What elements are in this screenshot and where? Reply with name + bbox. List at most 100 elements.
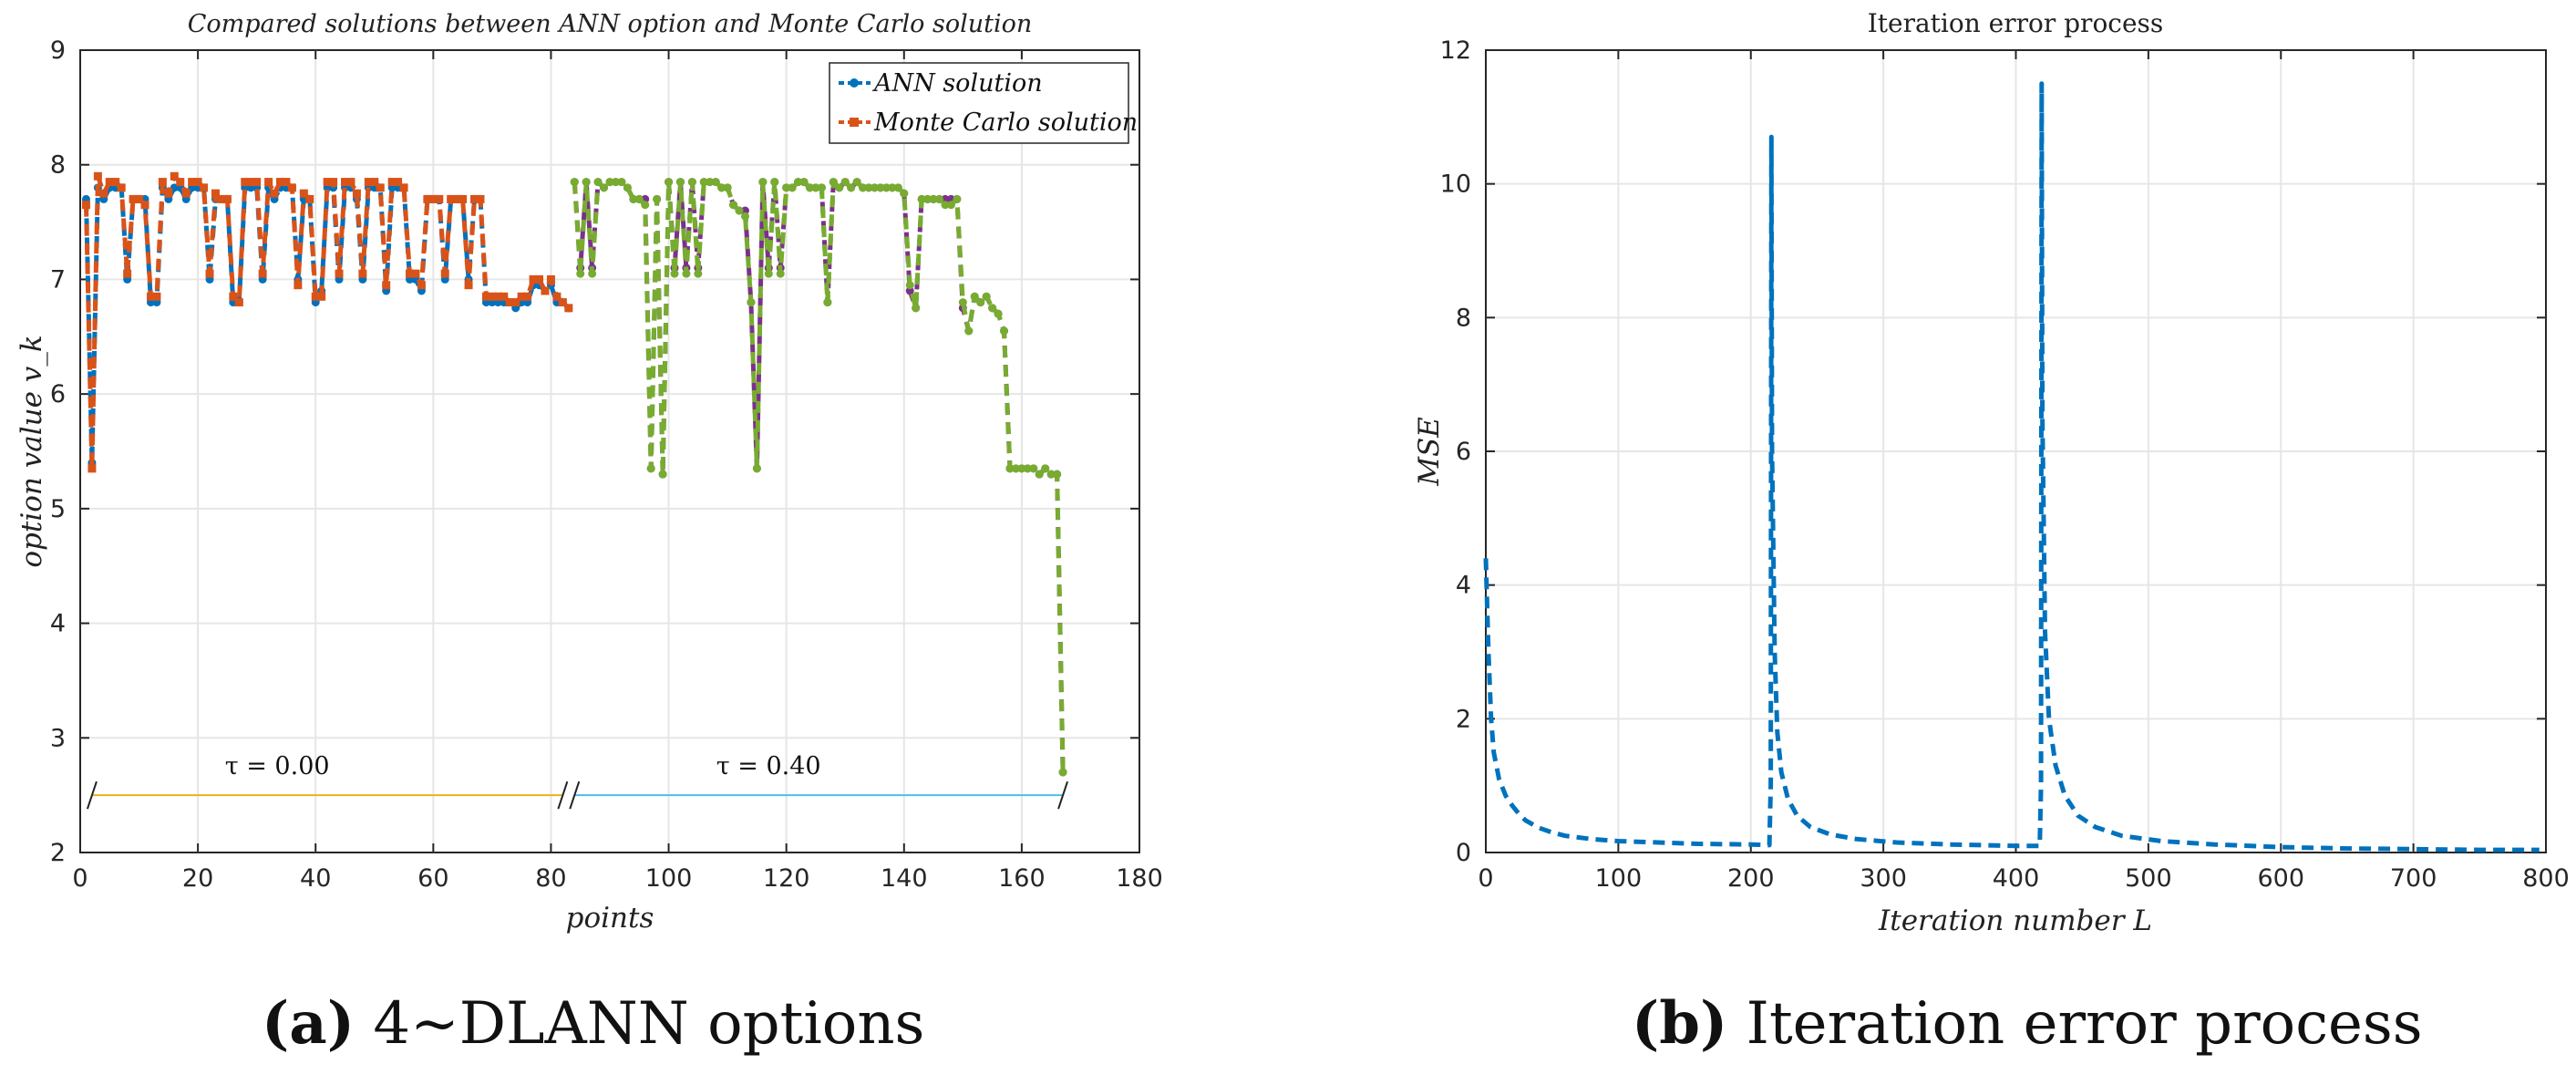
montecarlo-series-point — [376, 183, 385, 192]
montecarlo-series-tau040-point — [805, 183, 814, 192]
montecarlo-series-tau040-point — [1046, 470, 1056, 479]
montecarlo-series-point — [117, 183, 126, 192]
montecarlo-series-point — [500, 292, 509, 301]
tau-range-tick-right-1 — [1057, 780, 1069, 810]
montecarlo-series-point — [200, 183, 209, 192]
chart-b-ytick-label: 0 — [1456, 839, 1471, 867]
montecarlo-series-tau040-point — [917, 194, 926, 203]
montecarlo-series-point — [459, 194, 468, 203]
montecarlo-series-point — [488, 292, 497, 301]
montecarlo-series-point — [535, 274, 544, 284]
montecarlo-series-tau040-point — [905, 281, 914, 290]
montecarlo-series-tau040-point — [782, 183, 791, 192]
montecarlo-series-point — [447, 194, 456, 203]
chart-a-ytick-label: 3 — [50, 724, 66, 752]
chart-a-xlabel: points — [566, 902, 654, 935]
montecarlo-series-point — [352, 189, 361, 198]
chart-a-ytick-label: 6 — [50, 380, 66, 408]
montecarlo-series-point — [317, 292, 326, 301]
montecarlo-series-point — [523, 292, 532, 301]
chart-a-annotations: τ = 0.00 τ = 0.40 — [86, 752, 1069, 810]
montecarlo-series-tau040-point — [811, 183, 820, 192]
montecarlo-series-tau040-point — [788, 183, 797, 192]
montecarlo-series-tau040-point — [893, 183, 902, 192]
chart-a-ytick-label: 5 — [50, 495, 66, 523]
montecarlo-series-point — [452, 194, 461, 203]
montecarlo-series-tau040-point — [840, 178, 850, 187]
montecarlo-series-point — [370, 178, 379, 187]
montecarlo-series-point — [246, 178, 255, 187]
chart-b: 0 100 200 300 400 500 600 700 800 0 2 4 6 8 10 12 Itera… — [1413, 8, 2570, 937]
chart-b-ytick-label: 8 — [1456, 304, 1471, 332]
tau-label-1: τ = 0.40 — [716, 752, 821, 780]
montecarlo-series-tau040-point — [723, 183, 732, 192]
montecarlo-series-point — [341, 178, 349, 187]
chart-a-ticks: 0 20 40 60 80 100 120 140 160 180 2 3 4 5 6 7 8 9 — [50, 36, 1163, 893]
chart-b-series — [1483, 81, 2540, 852]
montecarlo-series-tau040-point — [1041, 464, 1050, 473]
chart-b-xtick-label: 100 — [1595, 864, 1643, 893]
montecarlo-series-point — [470, 194, 479, 203]
legend-ann-marker — [850, 78, 859, 88]
chart-a-series — [81, 171, 1067, 777]
montecarlo-series-point — [99, 189, 108, 198]
montecarlo-series-tau040-point — [1053, 470, 1062, 479]
chart-b-ytick-label: 4 — [1456, 572, 1471, 600]
caption-b-text: Iteration error process — [1746, 990, 2423, 1058]
montecarlo-series-point — [440, 269, 449, 278]
montecarlo-series-tau040-point — [1029, 464, 1038, 473]
montecarlo-series-tau040-point — [941, 201, 950, 210]
montecarlo-series-point — [481, 292, 490, 301]
chart-a-ytick-label: 8 — [50, 151, 66, 180]
montecarlo-series-tau040-point — [964, 326, 974, 336]
montecarlo-series-tau040-point — [747, 298, 756, 307]
legend-mc-label: Monte Carlo solution — [873, 108, 1138, 137]
montecarlo-series-point — [411, 269, 420, 278]
montecarlo-series-point — [517, 292, 526, 301]
montecarlo-series-tau040-point — [629, 194, 638, 203]
mse-series-line — [1483, 81, 2540, 852]
chart-b-ticks: 0 100 200 300 400 500 600 700 800 0 2 4 6 8 10 12 — [1440, 36, 2570, 893]
montecarlo-series-point — [211, 189, 220, 198]
montecarlo-series-point — [529, 274, 538, 284]
montecarlo-series-tau040-point — [687, 178, 696, 187]
montecarlo-series-tau040-point — [653, 194, 662, 203]
chart-a-ytick-label: 2 — [50, 839, 66, 867]
chart-a-xtick-label: 160 — [998, 864, 1046, 893]
chart-b-ytick-label: 12 — [1440, 36, 1471, 65]
montecarlo-series-point — [287, 183, 296, 192]
montecarlo-series-tau040-point — [593, 178, 603, 187]
montecarlo-series-tau040-point — [611, 178, 620, 187]
montecarlo-series-point — [135, 194, 144, 203]
caption-a-letter: (a) — [262, 989, 355, 1058]
montecarlo-series-tau040-point — [852, 178, 861, 187]
montecarlo-series-tau040-point — [835, 183, 844, 192]
montecarlo-series-point — [252, 178, 262, 187]
chart-a-xtick-label: 80 — [535, 864, 566, 893]
montecarlo-series-tau040-point — [888, 183, 897, 192]
chart-b-xtick-label: 600 — [2257, 864, 2304, 893]
ann-series-tau040-point — [941, 194, 950, 203]
chart-b-ytick-label: 6 — [1456, 438, 1471, 466]
montecarlo-series-tau040-point — [864, 183, 873, 192]
montecarlo-series-tau040-point — [1035, 470, 1044, 479]
montecarlo-series-tau040-point — [764, 269, 773, 278]
chart-b-xtick-label: 300 — [1860, 864, 1907, 893]
montecarlo-series-point — [335, 269, 344, 278]
ann-series-tau040-point — [905, 286, 914, 295]
chart-b-xtick-label: 400 — [1993, 864, 2040, 893]
montecarlo-series-point — [264, 178, 273, 187]
chart-a-xtick-label: 0 — [72, 864, 88, 893]
montecarlo-series-tau040-point — [946, 201, 955, 210]
montecarlo-series-tau040-point — [735, 206, 744, 215]
montecarlo-series-tau040-point — [1017, 464, 1026, 473]
montecarlo-series-point — [93, 171, 102, 181]
chart-a: 0 20 40 60 80 100 120 140 160 180 2 3 4 5 6 7 8 9 τ = 0.0… — [15, 10, 1163, 935]
chart-a-xtick-label: 180 — [1116, 864, 1163, 893]
montecarlo-series-tau040-point — [871, 183, 879, 192]
montecarlo-series-tau040-point — [600, 183, 609, 192]
montecarlo-series-tau040-point — [923, 194, 933, 203]
montecarlo-series-tau040-point — [900, 189, 909, 198]
montecarlo-series-point — [88, 464, 97, 473]
montecarlo-series-point — [346, 178, 355, 187]
